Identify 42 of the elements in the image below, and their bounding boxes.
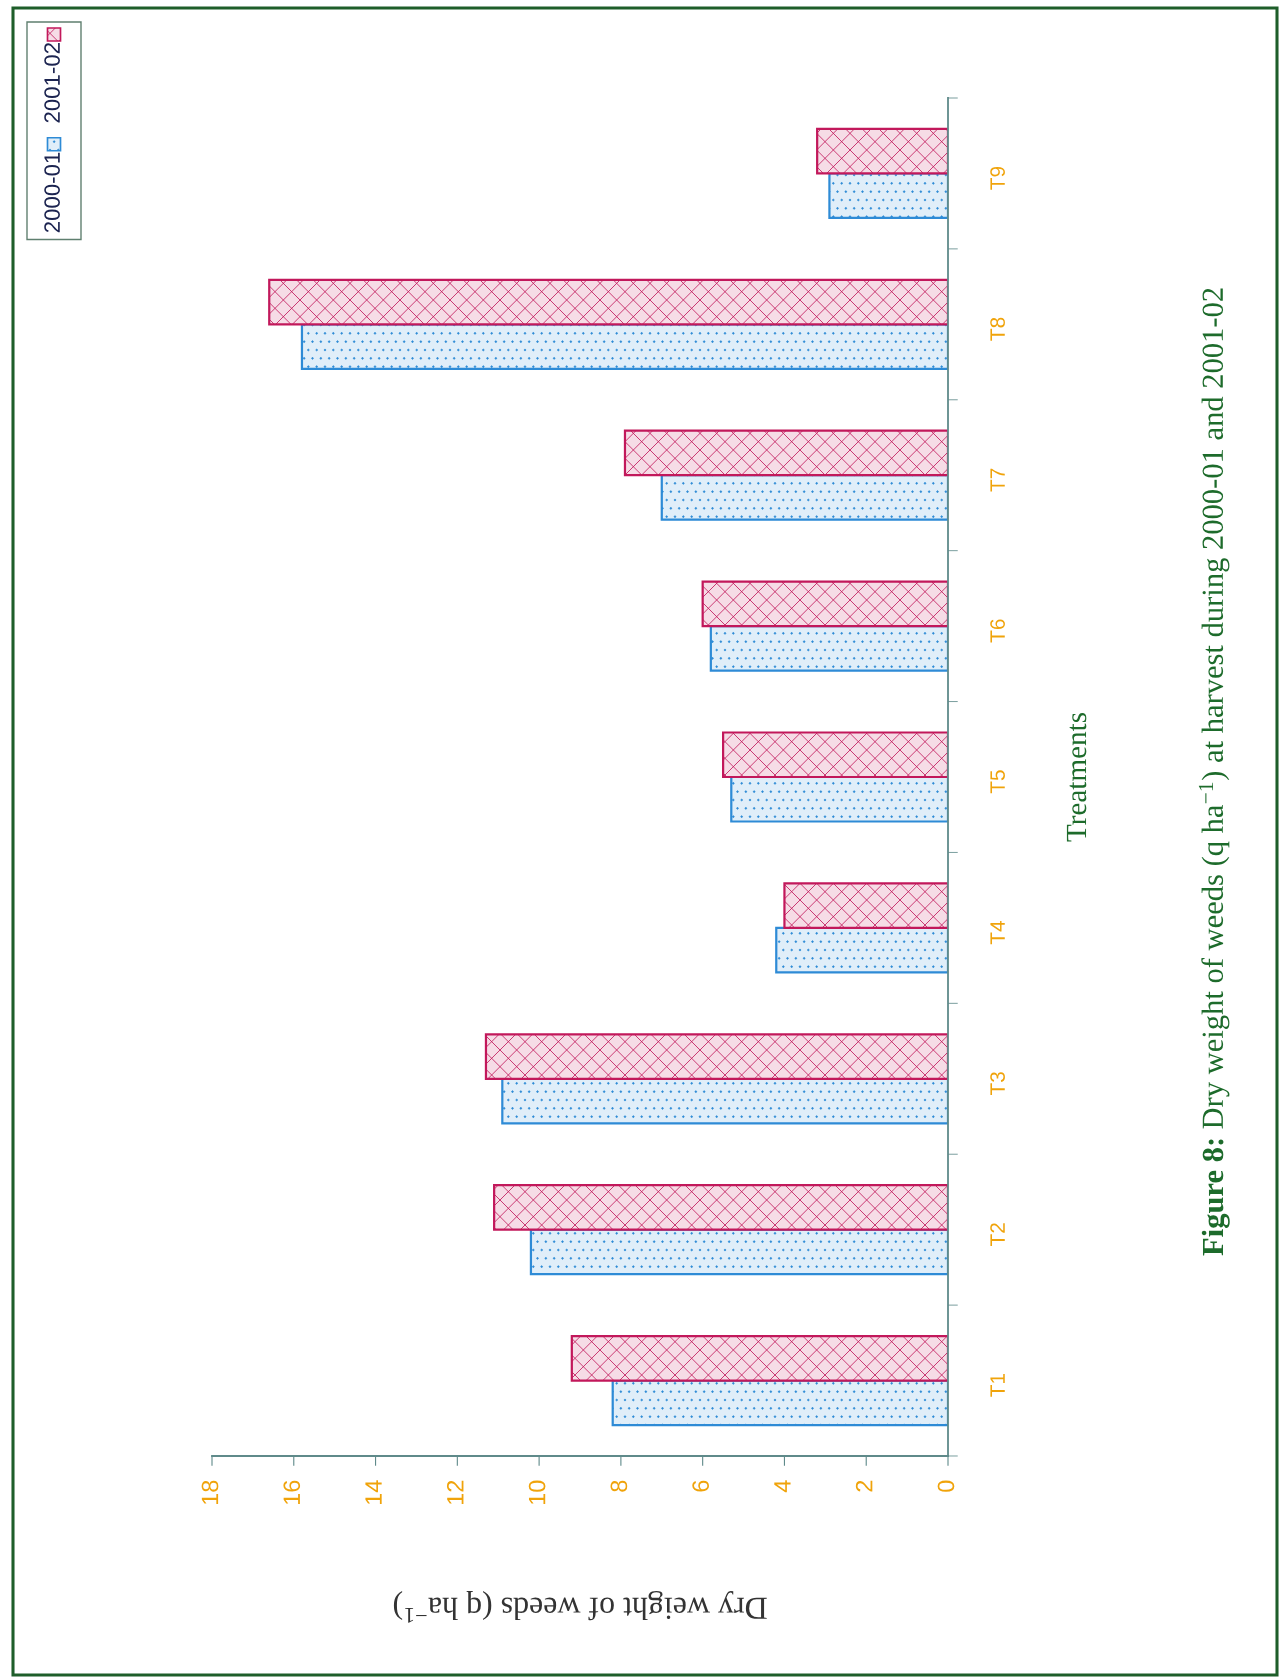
x-tick-label: 10 [528, 1480, 546, 1505]
bar [300, 323, 948, 370]
y-tick-label: T3 [990, 1072, 1005, 1096]
bar [660, 474, 948, 521]
y-tick-label: T9 [990, 166, 1005, 190]
bar [501, 1077, 948, 1125]
bar [828, 172, 948, 220]
bar [722, 731, 948, 779]
bar [529, 1228, 948, 1276]
x-tick-label: 14 [365, 1480, 382, 1505]
y-tick-label: T7 [990, 468, 1005, 492]
x-axis-title: Dry weight of weeds (q ha$^{−1}$) [393, 1590, 767, 1623]
y-tick-label: T5 [990, 770, 1005, 794]
text: Figure 8: Dry weight of weeds (q ha$^{−1}$) at harvest during 2000-01 and 2001-02 [1198, 288, 1230, 1256]
bar [775, 926, 948, 974]
bar [816, 127, 948, 175]
bar [611, 1379, 948, 1427]
y-tick-label: T2 [990, 1223, 1005, 1246]
bar [570, 1334, 948, 1382]
y-axis-title: Treatments [1066, 712, 1087, 842]
y-tick-label: T1 [990, 1374, 1005, 1397]
x-tick-label: 4 [774, 1480, 791, 1493]
bar [783, 882, 948, 929]
bar [493, 1184, 948, 1231]
x-tick-label: 18 [201, 1480, 219, 1505]
bar [709, 625, 948, 672]
y-tick-label: T8 [990, 317, 1005, 341]
y-tick-label: T4 [990, 920, 1005, 945]
x-tick-label: 12 [446, 1480, 464, 1505]
bar [484, 1033, 948, 1080]
bar [730, 775, 948, 823]
x-tick-label: 2 [855, 1480, 873, 1492]
x-tick-label: 8 [610, 1480, 628, 1492]
bar [701, 580, 948, 628]
legend-label: 2000-01 [44, 152, 60, 233]
x-tick-label: 0 [937, 1480, 955, 1492]
y-tick-label: T6 [990, 619, 1005, 643]
bar [268, 278, 948, 326]
x-tick-label: 6 [692, 1480, 709, 1492]
x-tick-label: 16 [283, 1480, 301, 1505]
legend-label: 2001-02 [44, 43, 60, 123]
bar [623, 429, 948, 477]
